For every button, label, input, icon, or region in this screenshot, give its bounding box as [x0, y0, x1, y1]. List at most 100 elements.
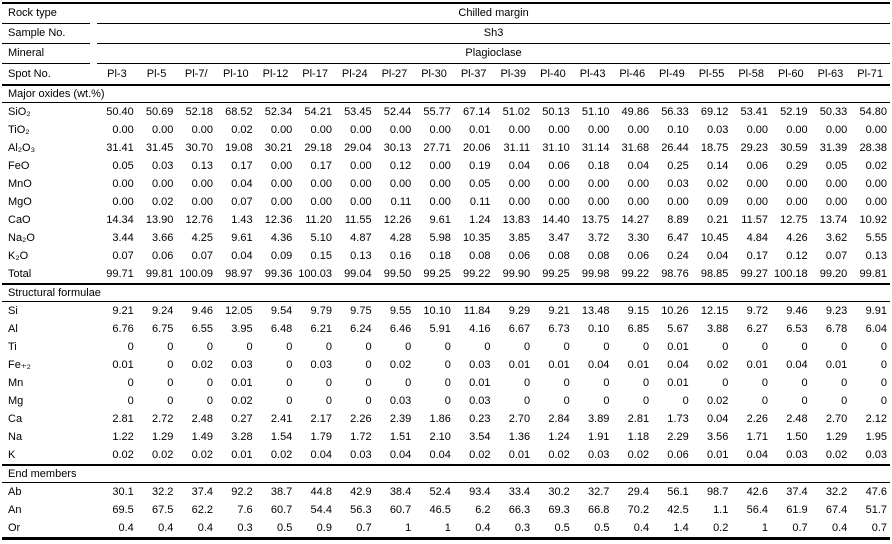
data-cell: 0.11 — [469, 195, 491, 208]
data-cell: 1.29 — [151, 430, 174, 443]
data-cell: 0.01 — [469, 123, 491, 136]
data-cell: 50.33 — [819, 105, 848, 118]
data-cell: 7.6 — [237, 503, 253, 516]
data-cell: 93.4 — [469, 485, 491, 498]
data-cell: 0.05 — [112, 159, 134, 172]
data-cell: 0.04 — [706, 249, 729, 262]
data-cell: 0.4 — [118, 521, 134, 534]
data-cell: 42.5 — [667, 503, 689, 516]
data-cell: 0.02 — [270, 448, 293, 461]
data-cell: 29.04 — [344, 141, 372, 154]
data-cell: 0.04 — [231, 249, 253, 262]
data-cell: 0.00 — [667, 195, 689, 208]
data-cell: 0 — [642, 394, 650, 407]
data-cell: 47.6 — [865, 485, 887, 498]
data-cell: 0.00 — [746, 195, 768, 208]
data-cell: 12.75 — [780, 213, 808, 226]
data-cell: 0 — [286, 376, 293, 389]
data-cell: 100.09 — [179, 267, 214, 280]
data-cell: 6.73 — [548, 322, 570, 335]
data-cell: 0.02 — [112, 448, 134, 461]
data-cell: 0.00 — [508, 123, 531, 136]
data-cell: 0.07 — [191, 249, 214, 262]
data-cell: 0.11 — [390, 195, 412, 208]
data-cell: 99.81 — [859, 267, 887, 280]
row-gap — [90, 374, 97, 392]
data-cell: 49.86 — [621, 105, 650, 118]
data-cell: 28.38 — [859, 141, 887, 154]
data-cell: 30.2 — [548, 485, 570, 498]
data-cell: 0.18 — [429, 249, 451, 262]
data-cell: 0.14 — [706, 159, 729, 172]
data-cell: 46.5 — [429, 503, 451, 516]
data-cell: 1.73 — [667, 412, 689, 425]
data-cell: 50.40 — [106, 105, 134, 118]
data-cell: 0.00 — [310, 195, 332, 208]
data-cell: 0.01 — [231, 448, 253, 461]
row-label: Ti — [8, 340, 17, 353]
data-cell: 0.3 — [514, 521, 531, 534]
data-cell: 0.01 — [667, 376, 689, 389]
header-gap — [90, 44, 97, 64]
data-cell: 11.57 — [741, 213, 768, 226]
data-cell: 0.02 — [825, 448, 848, 461]
row-gap — [90, 229, 97, 247]
data-cell: 54.21 — [304, 105, 332, 118]
data-cell: 0.00 — [627, 123, 650, 136]
data-cell: 9.29 — [508, 304, 531, 317]
data-cell: 0.00 — [112, 177, 134, 190]
data-cell: 9.54 — [270, 304, 293, 317]
data-cell: 0.00 — [786, 123, 808, 136]
data-cell: 5.98 — [429, 231, 451, 244]
data-cell: 0 — [127, 340, 134, 353]
data-cell: 0 — [682, 394, 689, 407]
data-cell: 42.9 — [350, 485, 372, 498]
data-cell: 0.01 — [508, 448, 531, 461]
data-cell: 0.02 — [865, 159, 887, 172]
data-cell: 99.71 — [106, 267, 134, 280]
data-cell: 0.00 — [429, 177, 451, 190]
data-cell: 9.91 — [865, 304, 887, 317]
data-cell: 6.76 — [112, 322, 134, 335]
data-cell: 0.00 — [191, 123, 214, 136]
row-gap — [90, 428, 97, 446]
data-cell: 29.18 — [304, 141, 332, 154]
data-cell: 0 — [484, 340, 491, 353]
row-label: K₂O — [8, 249, 29, 262]
row-label: An — [8, 503, 22, 516]
data-cell: 0.00 — [865, 123, 887, 136]
data-cell: 31.10 — [542, 141, 570, 154]
row-label: Total — [8, 267, 32, 280]
data-cell: 0.02 — [231, 123, 253, 136]
header-row-label: Rock type — [2, 3, 91, 24]
data-cell: 2.48 — [191, 412, 214, 425]
data-cell: 0.16 — [389, 249, 412, 262]
data-cell: 0 — [801, 340, 808, 353]
data-cell: 0 — [444, 394, 451, 407]
data-cell: 53.45 — [344, 105, 372, 118]
data-cell: 0 — [325, 376, 332, 389]
data-cell: 99.98 — [581, 267, 610, 280]
data-cell: 0.00 — [627, 195, 650, 208]
data-cell: 0.00 — [350, 177, 372, 190]
data-cell: 99.22 — [621, 267, 650, 280]
data-cell: 2.41 — [270, 412, 293, 425]
data-cell: 0 — [880, 358, 887, 371]
data-cell: 0.03 — [865, 448, 887, 461]
data-cell: 0.08 — [469, 249, 491, 262]
data-cell: 2.39 — [389, 412, 412, 425]
data-cell: 9.21 — [112, 304, 134, 317]
data-cell: 0.00 — [270, 195, 293, 208]
data-cell: 2.26 — [350, 412, 372, 425]
data-cell: 2.26 — [746, 412, 768, 425]
data-cell: 1.51 — [389, 430, 412, 443]
data-cell: 30.70 — [185, 141, 214, 154]
data-cell: 0.5 — [554, 521, 570, 534]
data-cell: 0 — [405, 376, 412, 389]
data-cell: 9.72 — [746, 304, 768, 317]
data-cell: 0.00 — [746, 177, 768, 190]
data-cell: 0.00 — [429, 159, 451, 172]
row-label: Or — [8, 521, 21, 534]
data-cell: 98.85 — [700, 267, 729, 280]
row-label: K — [8, 448, 16, 461]
